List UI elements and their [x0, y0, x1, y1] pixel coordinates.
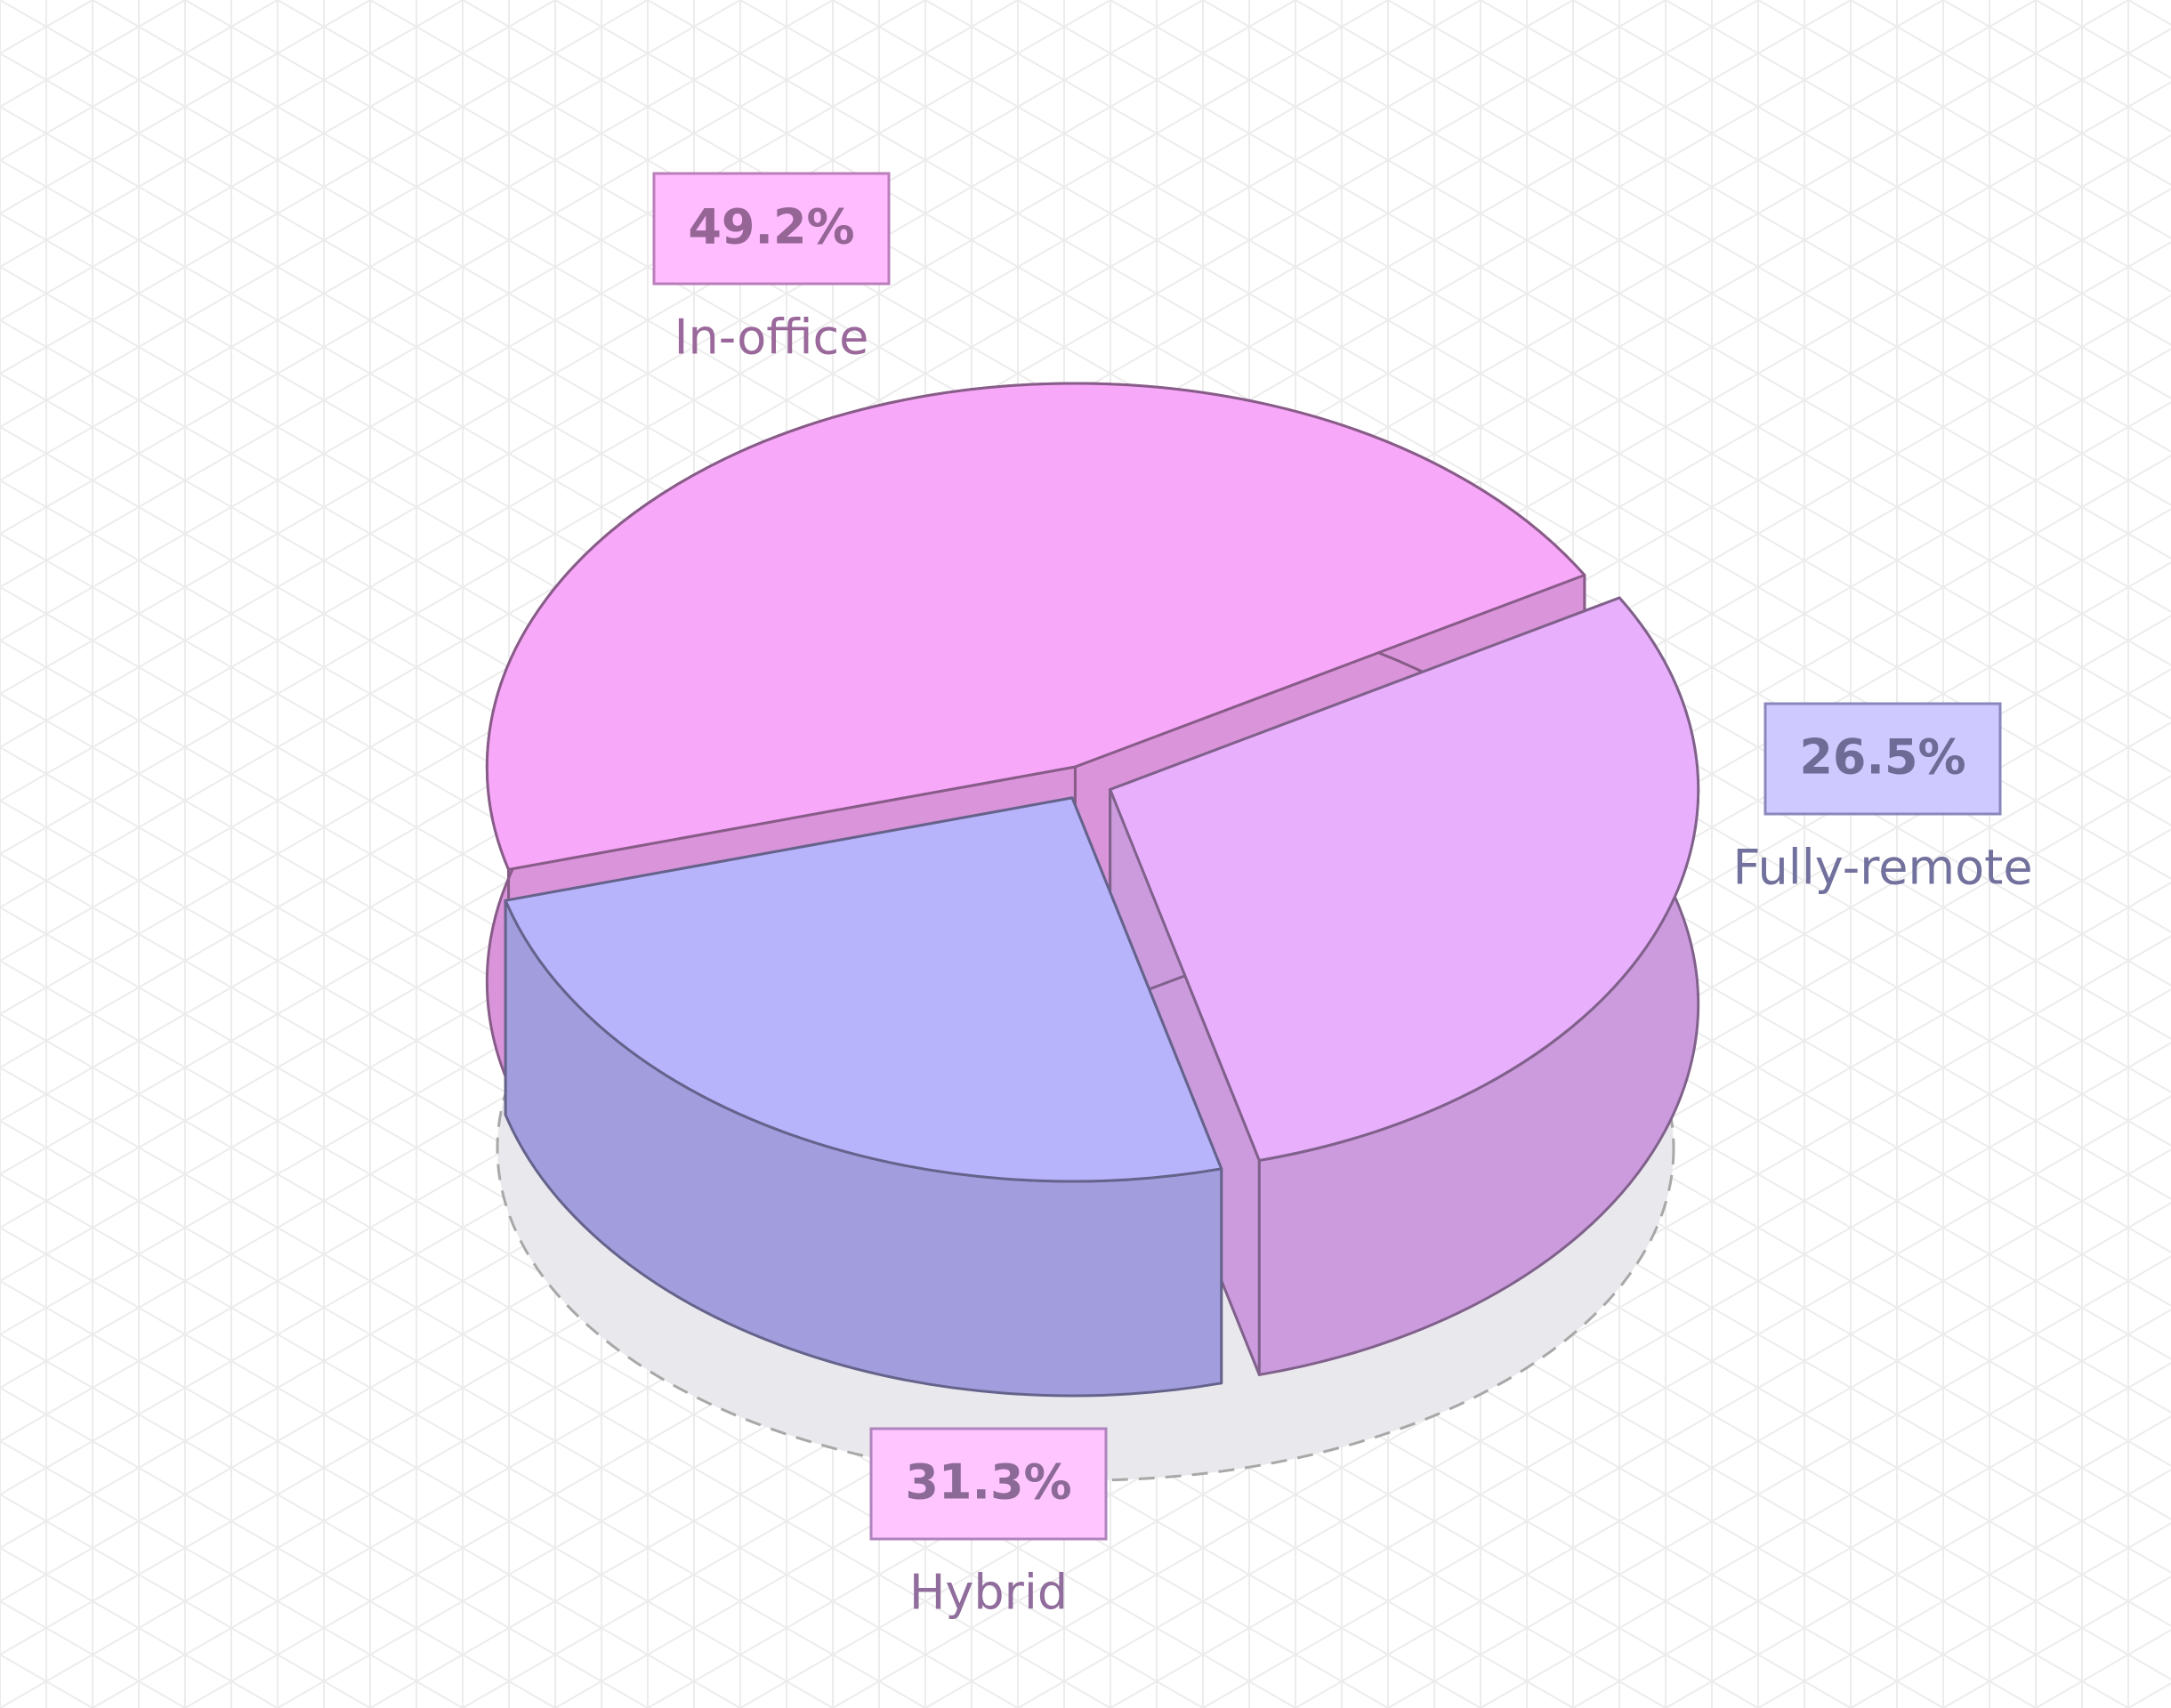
- value-label-box: [869, 1427, 1108, 1541]
- category-label: Fully-remote: [1732, 840, 2032, 896]
- pie: [485, 382, 1700, 1398]
- slice: [1109, 596, 1700, 1376]
- value-label: 26.5%: [1799, 729, 1965, 786]
- value-label-box: [652, 172, 891, 286]
- value-label: 49.2%: [688, 199, 854, 255]
- category-label: In-office: [674, 310, 869, 366]
- slice: [504, 796, 1223, 1398]
- slice-top: [1109, 596, 1700, 1162]
- value-label-box: [1763, 702, 2002, 816]
- labels: 49.2% In-office 26.5% Fully-remote 31.3% Hybr…: [652, 172, 2033, 1621]
- slice-top: [504, 796, 1223, 1183]
- value-label: 31.3%: [905, 1454, 1071, 1511]
- category-label: Hybrid: [909, 1565, 1068, 1621]
- slice-top: [485, 382, 1586, 871]
